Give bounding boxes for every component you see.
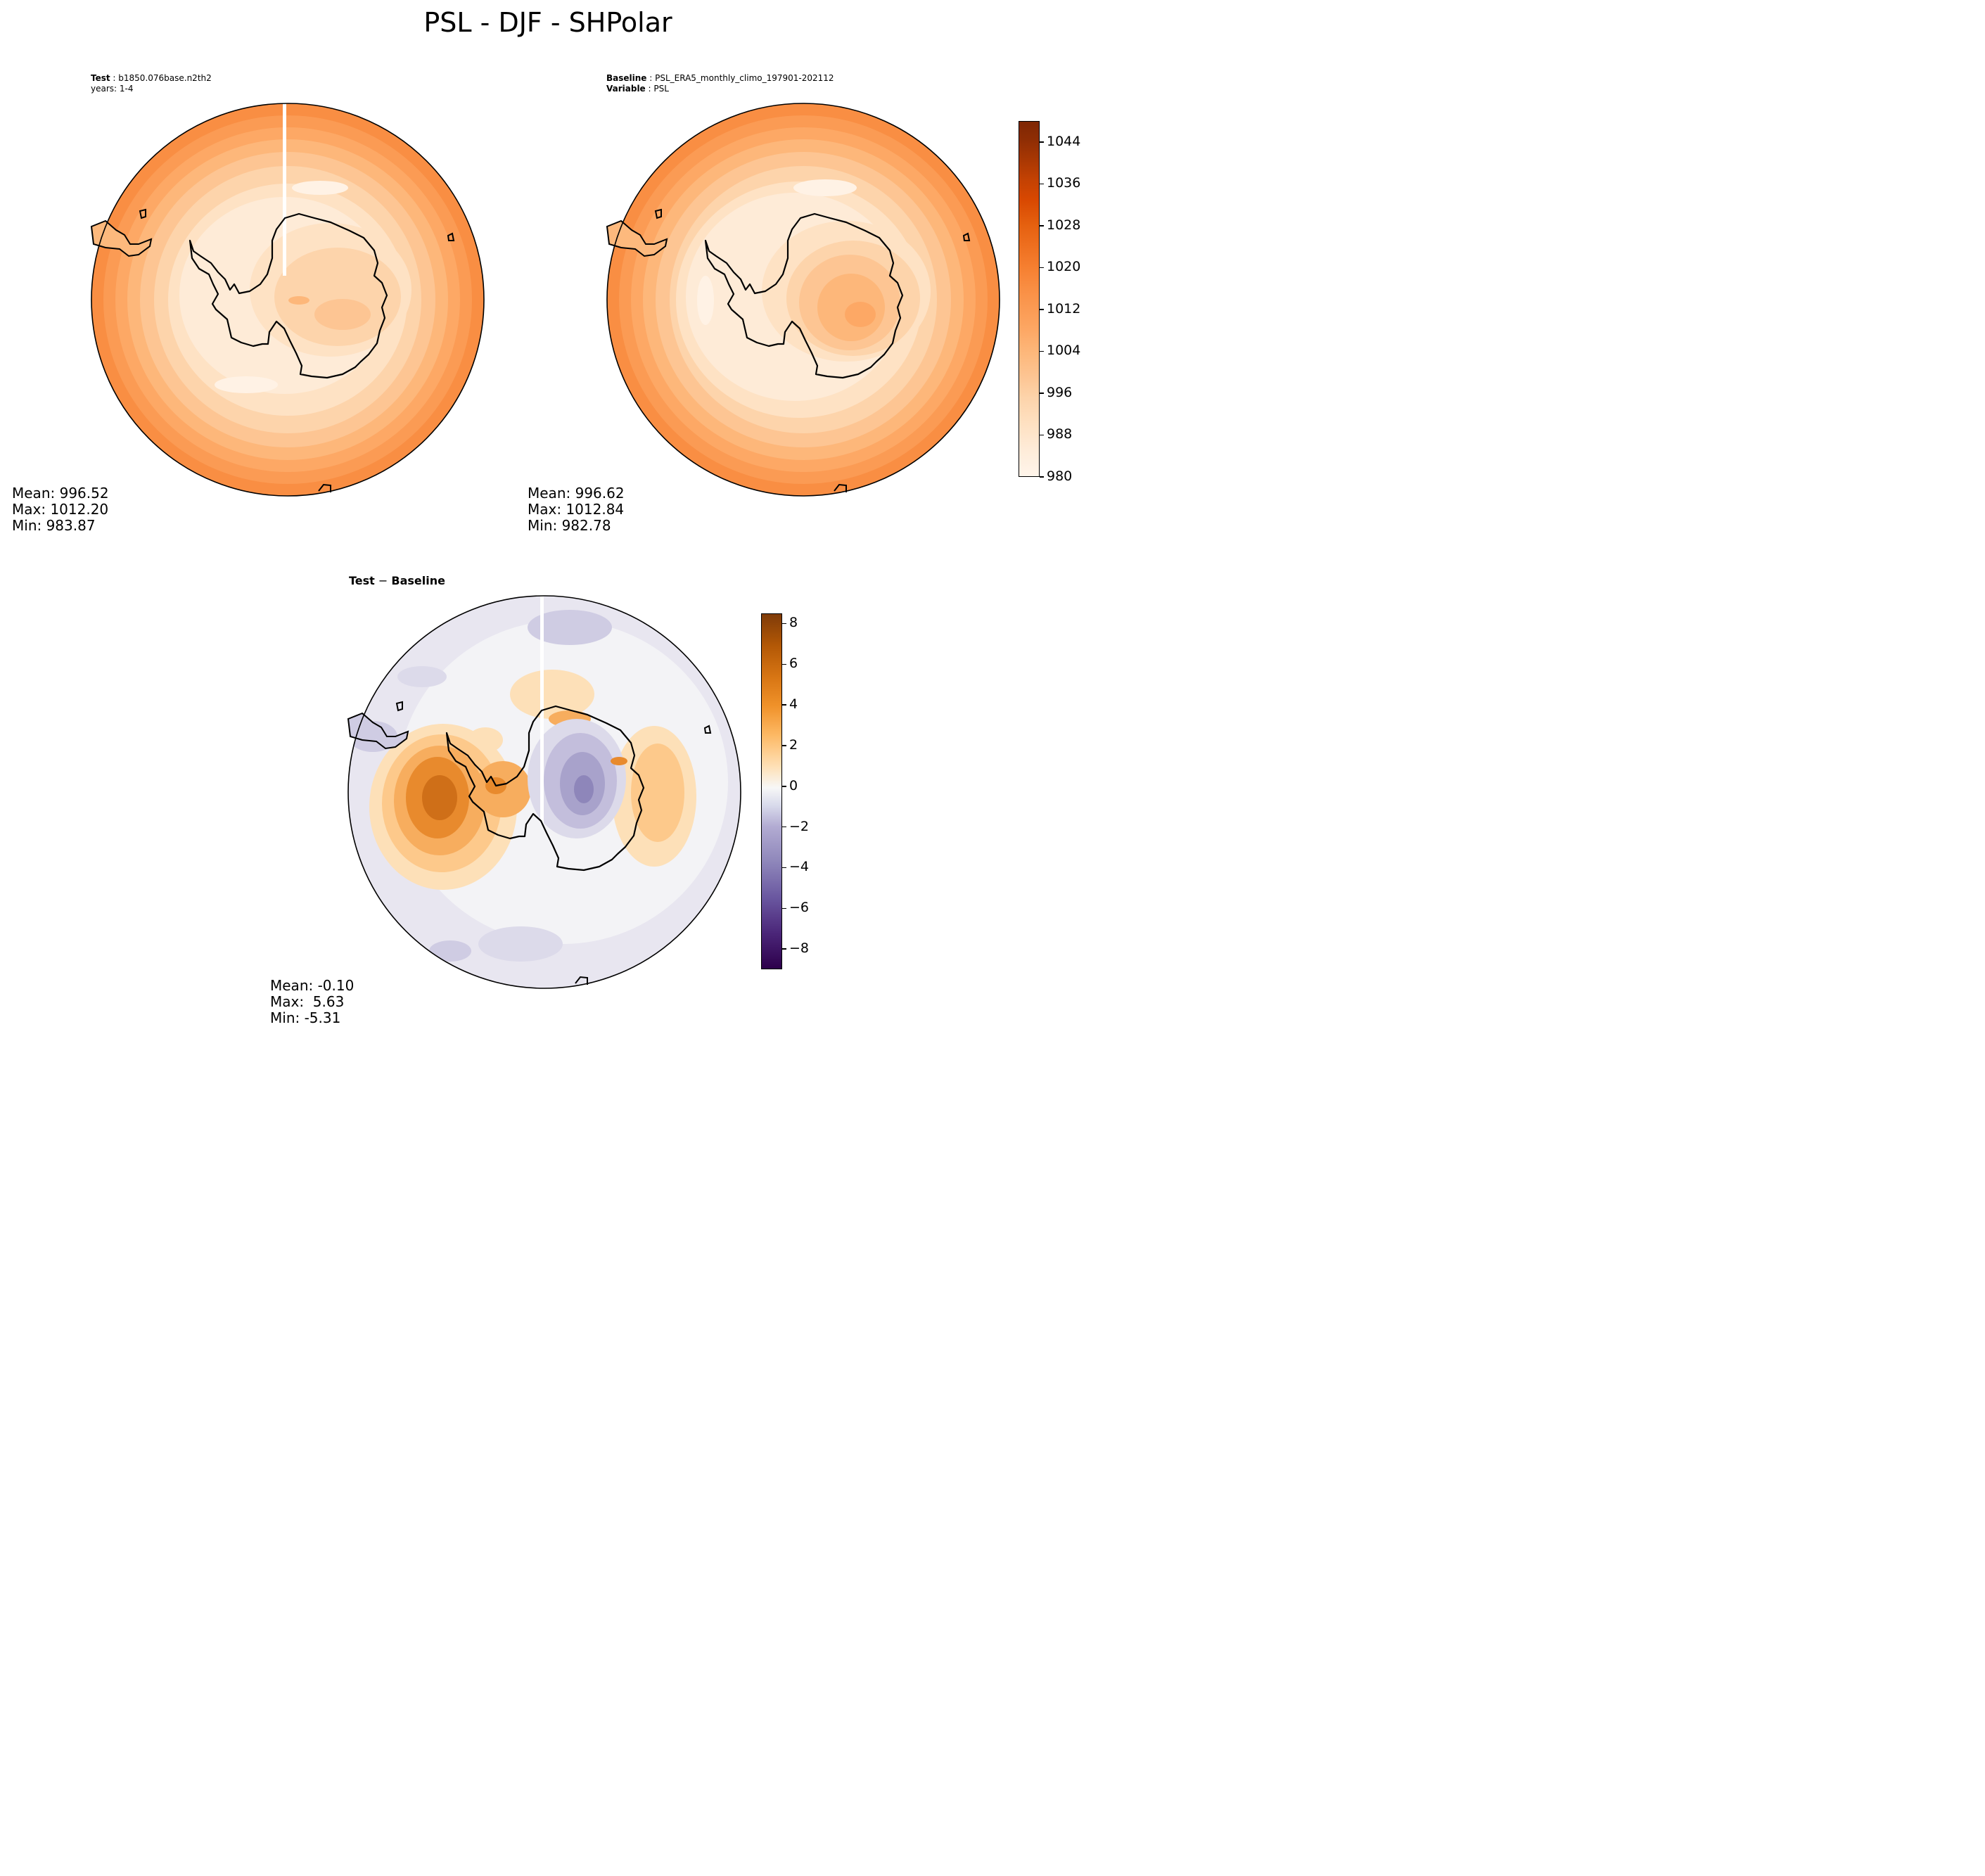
island (834, 483, 847, 492)
test-label-value: b1850.076base.n2th2 (118, 73, 212, 83)
colorbar-diff-tick-label: 0 (789, 777, 798, 793)
colorbar-diff-tick-mark (782, 826, 786, 828)
colorbar-main-tick-mark (1040, 350, 1044, 352)
test-map (90, 103, 485, 497)
baseline-label-value: PSL_ERA5_monthly_climo_197901-202112 (655, 73, 834, 83)
colorbar-diff-tick-mark (782, 786, 786, 787)
colorbar-diff-tick-mark (782, 745, 786, 746)
island (654, 208, 662, 219)
test-min: Min: 983.87 (12, 517, 96, 534)
colorbar-diff-tick-label: −4 (789, 859, 810, 875)
colorbar-diff-tick-mark (782, 948, 786, 950)
colorbar-diff-tick-label: 2 (789, 736, 798, 753)
baseline-stats: Mean: 996.62 Max: 1012.84 Min: 982.78 (528, 485, 625, 534)
diff-label-value: Baseline (391, 574, 445, 587)
colorbar-diff-tick-label: −8 (789, 940, 810, 957)
colorbar-main-tick-label: 1044 (1047, 133, 1081, 149)
antarctica-coastline (445, 705, 645, 872)
colorbar-main-tick-mark (1040, 434, 1044, 436)
test-mean: Mean: 996.52 (12, 485, 109, 502)
baseline-mean: Mean: 996.62 (528, 485, 625, 502)
colorbar-diff-tick-mark (782, 663, 786, 665)
colorbar-main-tick-mark (1040, 476, 1044, 478)
island (703, 725, 712, 734)
island (447, 232, 455, 241)
colorbar-diff-tick-label: 6 (789, 656, 798, 672)
island (139, 208, 146, 219)
colorbar-diff-tick-mark (782, 867, 786, 869)
baseline-label-key: Baseline (606, 73, 647, 83)
colorbar-main-tick-mark (1040, 225, 1044, 226)
colorbar-main-tick-mark (1040, 183, 1044, 185)
figure-title: PSL - DJF - SHPolar (423, 7, 672, 38)
variable-label-value: PSL (653, 84, 669, 94)
colorbar-main-tick-mark (1040, 393, 1044, 394)
colorbar-diff-tick-label: 4 (789, 696, 798, 713)
baseline-max: Max: 1012.84 (528, 501, 625, 518)
colorbar-diff-tick-label: 8 (789, 615, 798, 631)
colorbar-main-tick-label: 1028 (1047, 217, 1081, 233)
colorbar-diff-tick-mark (782, 704, 786, 706)
colorbar-diff-tick-label: −2 (789, 818, 810, 834)
colorbar-main-tick-label: 980 (1047, 468, 1073, 484)
colorbar-diff-tick-mark (782, 907, 786, 909)
colorbar-main (1019, 121, 1040, 477)
colorbar-main-tick-mark (1040, 141, 1044, 143)
south-america-tip (90, 219, 153, 257)
colorbar-main-tick-mark (1040, 309, 1044, 310)
diff-panel-label: Test − Baseline (349, 574, 445, 587)
colorbar-main-tick-label: 1036 (1047, 175, 1081, 191)
colorbar-main-tick-label: 1012 (1047, 300, 1081, 317)
colorbar-diff-tick-mark (782, 623, 786, 625)
diff-stats: Mean: -0.10 Max: 5.63 Min: -5.31 (270, 978, 354, 1026)
variable-label-key: Variable (606, 84, 646, 94)
diff-map (347, 595, 741, 989)
island (962, 232, 971, 241)
colorbar-main-tick-mark (1040, 267, 1044, 269)
colorbar-diff-tick-label: −6 (789, 900, 810, 916)
diff-label-operator: − (374, 574, 392, 587)
colorbar-main-tick-label: 1020 (1047, 259, 1081, 275)
diff-label-key: Test (349, 574, 375, 587)
colorbar-diff (761, 613, 782, 969)
test-panel-label: Test : b1850.076base.n2th2 years: 1-4 (91, 73, 212, 94)
island (575, 976, 588, 985)
baseline-panel-label: Baseline : PSL_ERA5_monthly_climo_197901… (606, 73, 834, 94)
test-label-key: Test (91, 73, 110, 83)
antarctica-coastline (189, 212, 388, 379)
baseline-map (606, 103, 1000, 497)
island (318, 483, 331, 492)
colorbar-main-tick-label: 1004 (1047, 343, 1081, 359)
diff-min: Min: -5.31 (270, 1009, 341, 1026)
test-max: Max: 1012.20 (12, 501, 109, 518)
south-america-tip (347, 712, 409, 750)
island (395, 701, 403, 712)
test-stats: Mean: 996.52 Max: 1012.20 Min: 983.87 (12, 485, 109, 534)
baseline-min: Min: 982.78 (528, 517, 611, 534)
colorbar-main-tick-label: 988 (1047, 426, 1073, 442)
south-america-tip (606, 219, 668, 257)
diff-max: Max: 5.63 (270, 993, 345, 1010)
test-years-line: years: 1-4 (91, 84, 134, 94)
antarctica-coastline (704, 212, 904, 379)
colorbar-main-tick-label: 996 (1047, 384, 1073, 400)
diff-mean: Mean: -0.10 (270, 977, 355, 994)
